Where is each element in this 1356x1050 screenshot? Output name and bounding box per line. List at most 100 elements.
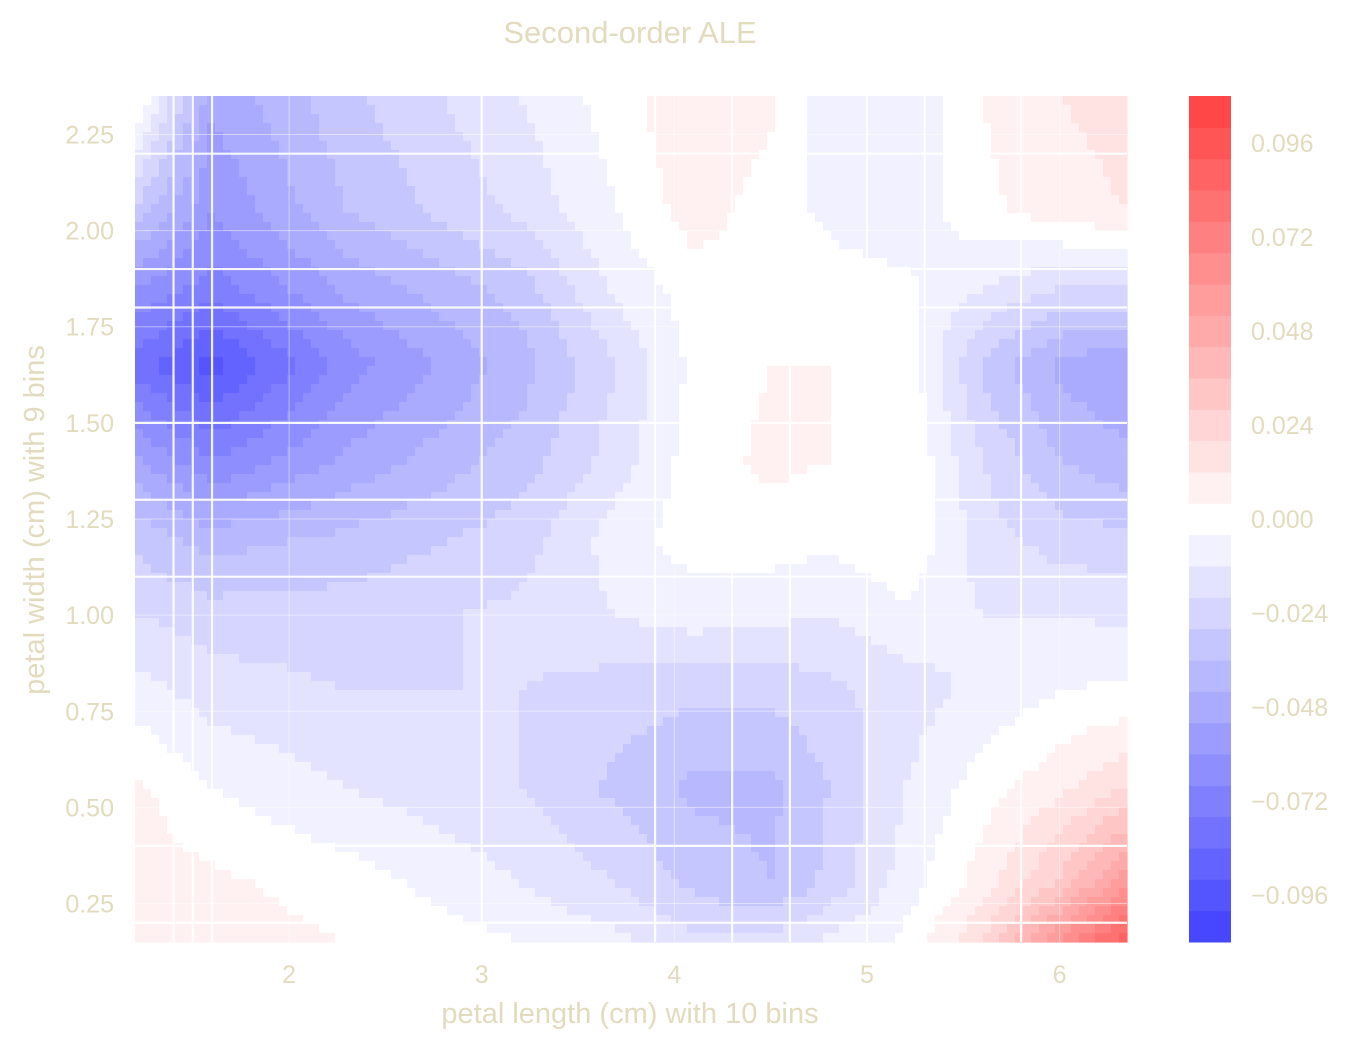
heatmap-cell — [151, 348, 160, 358]
heatmap-cell — [671, 114, 680, 124]
heatmap-cell — [215, 123, 224, 133]
heatmap-cell — [423, 141, 432, 151]
heatmap-cell — [631, 150, 640, 160]
heatmap-cell — [1111, 411, 1120, 421]
heatmap-cell — [703, 267, 712, 277]
heatmap-cell — [807, 96, 816, 106]
heatmap-cell — [719, 159, 728, 169]
heatmap-cell — [767, 141, 776, 151]
heatmap-cell — [711, 276, 720, 286]
heatmap-cell — [559, 384, 568, 394]
heatmap-cell — [743, 150, 752, 160]
heatmap-cell — [703, 285, 712, 295]
heatmap-cell — [1007, 213, 1016, 223]
heatmap-cell — [623, 159, 632, 169]
heatmap-cell — [671, 240, 680, 250]
heatmap-cell — [807, 357, 816, 367]
heatmap-cell — [199, 366, 208, 376]
heatmap-cell — [271, 123, 280, 133]
heatmap-cell — [479, 213, 488, 223]
heatmap-cell — [463, 312, 472, 322]
heatmap-cell — [223, 285, 232, 295]
heatmap-cell — [1119, 276, 1128, 286]
heatmap-cell — [1063, 222, 1072, 232]
heatmap-cell — [943, 132, 952, 142]
heatmap-cell — [695, 411, 704, 421]
heatmap-cell — [1055, 114, 1064, 124]
heatmap-cell — [287, 123, 296, 133]
heatmap-cell — [607, 213, 616, 223]
heatmap-cell — [567, 204, 576, 214]
heatmap-cell — [271, 195, 280, 205]
heatmap-cell — [815, 276, 824, 286]
heatmap-cell — [311, 321, 320, 331]
heatmap-cell — [663, 294, 672, 304]
heatmap-cell — [703, 114, 712, 124]
heatmap-cell — [407, 429, 416, 439]
heatmap-cell — [719, 132, 728, 142]
heatmap-cell — [879, 204, 888, 214]
heatmap-cell — [703, 213, 712, 223]
heatmap-cell — [839, 312, 848, 322]
heatmap-cell — [455, 447, 464, 457]
heatmap-cell — [639, 276, 648, 286]
heatmap-cell — [655, 96, 664, 106]
heatmap-cell — [607, 96, 616, 106]
heatmap-cell — [599, 321, 608, 331]
heatmap-cell — [503, 348, 512, 358]
heatmap-cell — [271, 213, 280, 223]
heatmap-cell — [399, 159, 408, 169]
heatmap-cell — [175, 195, 184, 205]
heatmap-cell — [943, 213, 952, 223]
heatmap-cell — [975, 447, 984, 457]
heatmap-cell — [255, 393, 264, 403]
heatmap-cell — [255, 177, 264, 187]
heatmap-cell — [295, 276, 304, 286]
heatmap-cell — [535, 105, 544, 115]
heatmap-cell — [903, 240, 912, 250]
heatmap-cell — [607, 231, 616, 241]
heatmap-cell — [567, 402, 576, 412]
heatmap-cell — [1039, 321, 1048, 331]
heatmap-cell — [591, 384, 600, 394]
heatmap-cell — [367, 150, 376, 160]
heatmap-cell — [895, 267, 904, 277]
heatmap-cell — [815, 384, 824, 394]
heatmap-cell — [639, 204, 648, 214]
heatmap-cell — [935, 186, 944, 196]
heatmap-cell — [807, 384, 816, 394]
heatmap-cell — [823, 339, 832, 349]
heatmap-cell — [1119, 132, 1128, 142]
heatmap-cell — [1063, 213, 1072, 223]
heatmap-cell — [279, 186, 288, 196]
heatmap-cell — [799, 204, 808, 214]
heatmap-cell — [719, 177, 728, 187]
heatmap-cell — [1095, 357, 1104, 367]
heatmap-cell — [575, 276, 584, 286]
heatmap-cell — [679, 375, 688, 385]
heatmap-cell — [415, 438, 424, 448]
heatmap-cell — [831, 402, 840, 412]
heatmap-cell — [223, 294, 232, 304]
heatmap-cell — [183, 456, 192, 466]
heatmap-cell — [327, 411, 336, 421]
heatmap-cell — [535, 114, 544, 124]
heatmap-cell — [1031, 186, 1040, 196]
heatmap-cell — [623, 267, 632, 277]
heatmap-cell — [927, 114, 936, 124]
heatmap-cell — [399, 168, 408, 178]
heatmap-cell — [143, 249, 152, 259]
heatmap-cell — [1023, 240, 1032, 250]
heatmap-cell — [1079, 105, 1088, 115]
heatmap-cell — [143, 447, 152, 457]
heatmap-cell — [591, 222, 600, 232]
heatmap-cell — [359, 177, 368, 187]
heatmap-cell — [431, 123, 440, 133]
heatmap-cell — [791, 132, 800, 142]
heatmap-cell — [751, 339, 760, 349]
heatmap-cell — [599, 357, 608, 367]
heatmap-cell — [279, 375, 288, 385]
heatmap-cell — [1047, 384, 1056, 394]
heatmap-cell — [455, 339, 464, 349]
heatmap-cell — [527, 204, 536, 214]
